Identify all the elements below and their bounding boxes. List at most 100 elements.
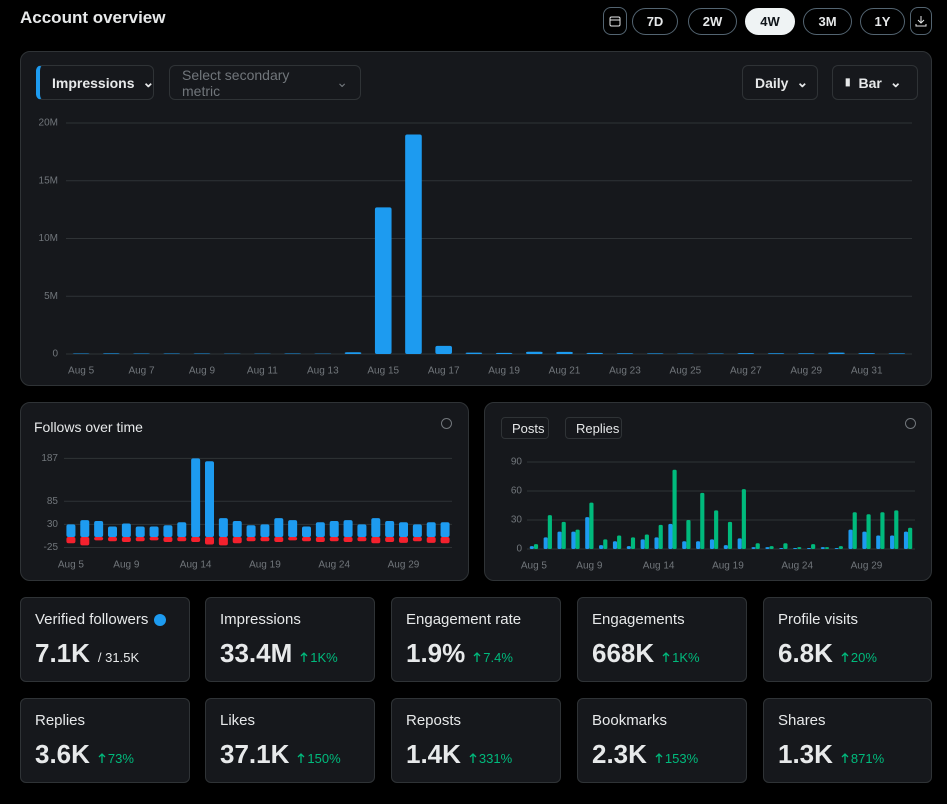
range-button[interactable]: 3M xyxy=(803,8,852,35)
card-change-text: 20% xyxy=(850,649,877,665)
card-label: Impressions xyxy=(220,611,301,628)
stat-card[interactable]: Engagement rate 1.9% 7.4% xyxy=(391,597,561,682)
range-button[interactable]: 1Y xyxy=(860,8,905,35)
stat-card[interactable]: Engagements 668K 1K% xyxy=(577,597,747,682)
card-value-row: 1.3K 871% xyxy=(778,739,884,770)
up-arrow xyxy=(469,753,477,763)
card-change-text: 7.4% xyxy=(483,649,513,665)
up-arrow xyxy=(662,652,670,662)
card-change-text: 871% xyxy=(850,750,885,766)
up-arrow xyxy=(300,652,308,662)
card-label-text: Engagement rate xyxy=(406,611,522,628)
download-icon xyxy=(915,16,927,27)
card-value-row: 6.8K 20% xyxy=(778,638,877,669)
posts-panel xyxy=(484,402,932,581)
follows-panel xyxy=(20,402,469,581)
card-total: / 31.5K xyxy=(97,650,140,665)
verified-icon xyxy=(154,613,167,626)
stat-card[interactable]: Likes 37.1K 150% xyxy=(205,698,375,783)
stat-card[interactable]: Impressions 33.4M 1K% xyxy=(205,597,375,682)
card-label-text: Verified followers xyxy=(35,611,149,628)
secondary-label: Select secondary metric xyxy=(182,66,290,99)
card-value: 33.4M xyxy=(220,638,293,668)
up-arrow xyxy=(841,652,849,662)
card-value-row: 1.9% 7.4% xyxy=(406,638,513,669)
card-label: Replies xyxy=(35,712,85,729)
card-change: 20% xyxy=(841,650,877,665)
up-arrow xyxy=(297,753,305,763)
metric-label: Impressions xyxy=(52,74,135,91)
card-label-text: Impressions xyxy=(220,611,301,628)
card-label: Likes xyxy=(220,712,255,729)
card-change: 150% xyxy=(297,750,341,766)
card-label-text: Engagements xyxy=(592,611,685,628)
card-value-row: 668K 1K% xyxy=(592,638,700,669)
secondary-dropdown[interactable]: Select secondary metric ⌄ xyxy=(169,65,361,100)
stat-card[interactable]: Verified followers 7.1K / 31.5K xyxy=(20,597,190,682)
card-value: 1.4K xyxy=(406,739,461,769)
stat-card[interactable]: Bookmarks 2.3K 153% xyxy=(577,698,747,783)
style-label: Bar xyxy=(858,74,882,91)
card-value: 37.1K xyxy=(220,739,290,769)
up-arrow xyxy=(473,652,481,662)
style-dropdown[interactable]: ▮ Bar ⌄ xyxy=(832,65,918,100)
card-label-text: Replies xyxy=(35,712,86,729)
stat-card[interactable]: Reposts 1.4K 331% xyxy=(391,698,561,783)
card-value: 6.8K xyxy=(778,638,833,668)
card-change: 871% xyxy=(841,751,884,766)
follows-title: Follows over time xyxy=(34,419,143,435)
card-change-text: 73% xyxy=(107,750,134,766)
card-label-text: Likes xyxy=(220,712,256,729)
card-change: 1K% xyxy=(662,649,700,665)
card-change-text: 331% xyxy=(478,750,513,766)
card-value-row: 3.6K 73% xyxy=(35,739,134,770)
range-button[interactable]: 7D xyxy=(632,8,678,35)
range-button[interactable]: 4W xyxy=(745,8,795,35)
card-value: 1.3K xyxy=(778,739,833,769)
up-arrow xyxy=(841,753,849,763)
card-change: 7.4% xyxy=(473,650,513,665)
card-label-text: Bookmarks xyxy=(592,712,668,729)
card-value-row: 2.3K 153% xyxy=(592,739,698,770)
up-arrow xyxy=(655,753,663,763)
legend-item[interactable]: Posts xyxy=(501,417,549,439)
card-value-row: 7.1K / 31.5K xyxy=(35,638,139,669)
stat-card[interactable]: Profile visits 6.8K 20% xyxy=(763,597,932,682)
legend-item[interactable]: Replies xyxy=(565,417,622,439)
card-change: 1K% xyxy=(300,650,338,665)
interval-dropdown[interactable]: Daily ⌄ xyxy=(742,65,818,100)
card-label: Profile visits xyxy=(778,611,858,628)
card-value-row: 1.4K 331% xyxy=(406,739,512,770)
stat-card[interactable]: Shares 1.3K 871% xyxy=(763,698,932,783)
card-value: 2.3K xyxy=(592,739,647,769)
card-label: Bookmarks xyxy=(592,712,667,729)
range-button[interactable]: 2W xyxy=(688,8,737,35)
card-value-row: 37.1K 150% xyxy=(220,739,341,770)
info-icon[interactable] xyxy=(905,418,916,429)
bar-icon: ▮ xyxy=(845,77,851,88)
card-value: 7.1K xyxy=(35,638,90,668)
stat-card[interactable]: Replies 3.6K 73% xyxy=(20,698,190,783)
card-value: 1.9% xyxy=(406,638,466,668)
chevron: ⌄ xyxy=(142,74,155,90)
card-change-text: 150% xyxy=(307,750,341,766)
download-button[interactable] xyxy=(910,7,932,35)
card-label-text: Shares xyxy=(778,712,826,729)
main-chart-panel xyxy=(20,51,932,386)
card-value: 668K xyxy=(592,638,655,668)
info-icon[interactable] xyxy=(441,418,452,429)
legend-label: Replies xyxy=(576,420,620,436)
card-change: 331% xyxy=(469,751,512,766)
card-label-text: Profile visits xyxy=(778,611,859,628)
card-label: Reposts xyxy=(406,712,461,729)
card-change: 153% xyxy=(655,751,698,766)
calendar-icon xyxy=(609,16,621,27)
calendar-button[interactable] xyxy=(603,7,627,35)
metric-dropdown[interactable]: Impressions ⌄ xyxy=(36,65,154,100)
page-title: Account overview xyxy=(20,8,166,27)
card-label: Engagements xyxy=(592,611,685,628)
card-change-text: 1K% xyxy=(672,649,700,665)
card-change-text: 153% xyxy=(664,750,699,766)
card-label: Verified followers xyxy=(35,611,167,628)
